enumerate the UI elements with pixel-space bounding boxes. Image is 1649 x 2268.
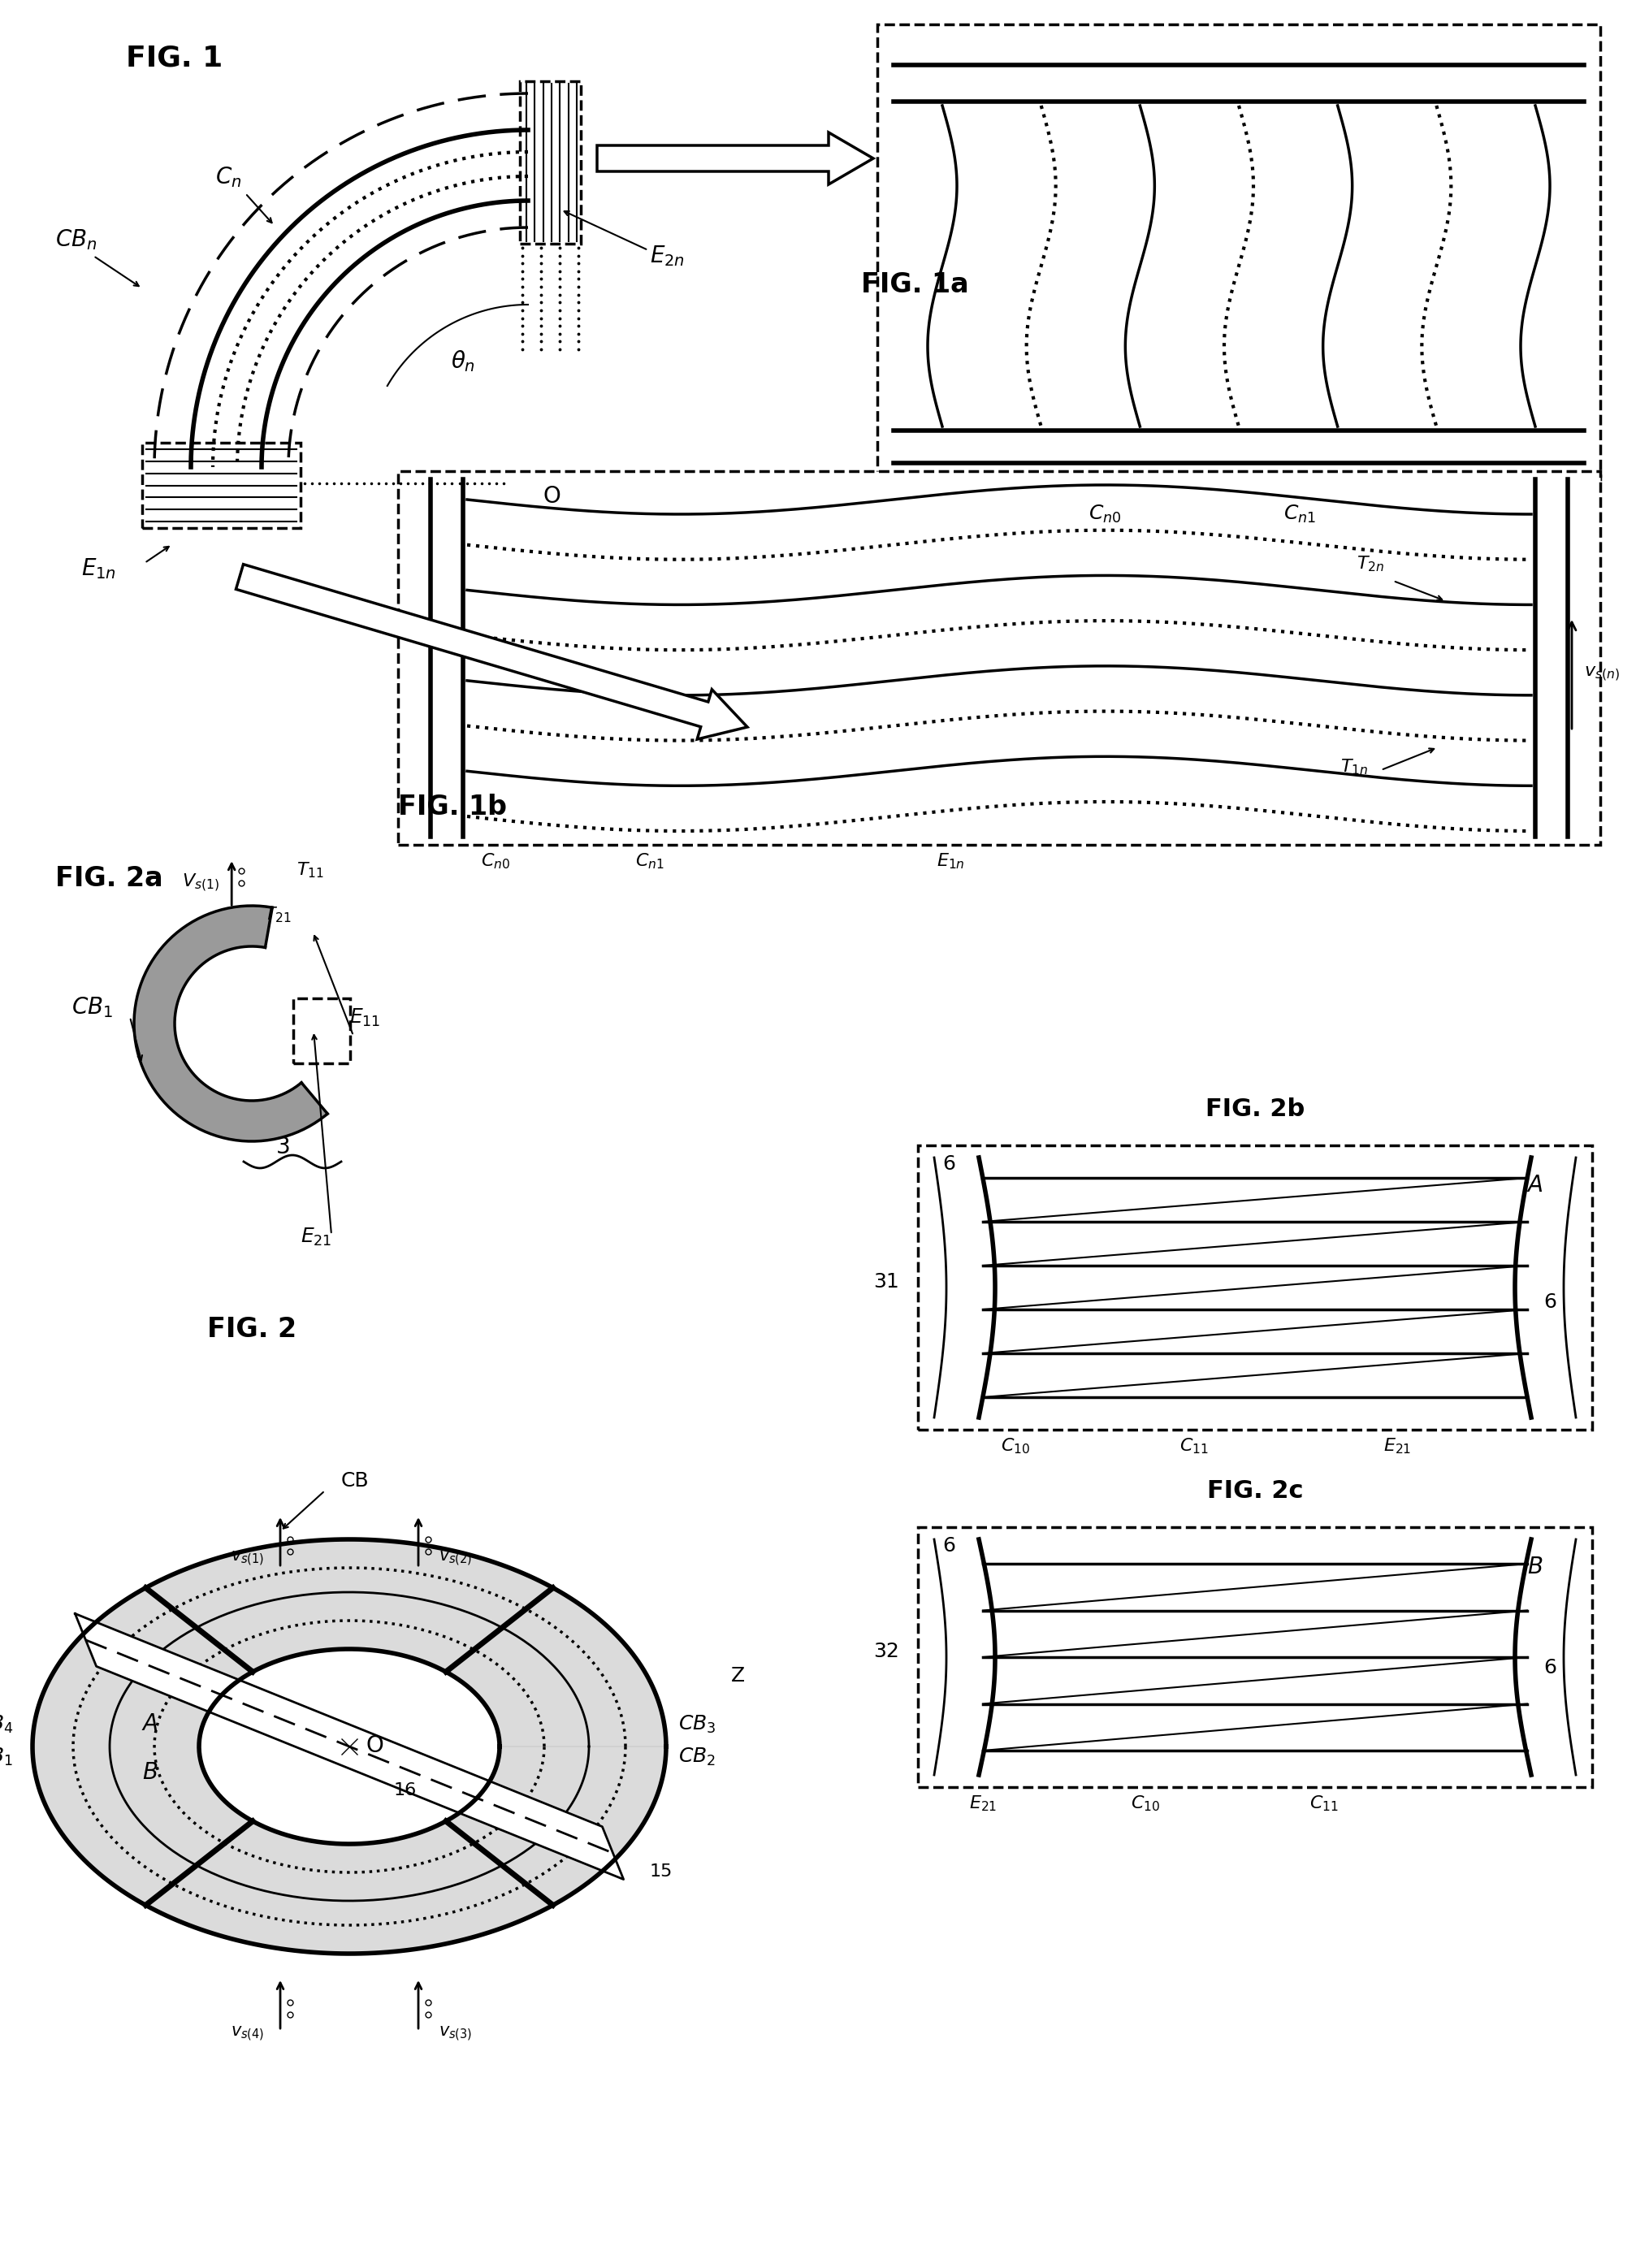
Text: $\theta_n$: $\theta_n$ — [450, 349, 475, 374]
Text: $CB_1$: $CB_1$ — [0, 1746, 13, 1767]
Text: $CB_n$: $CB_n$ — [54, 227, 97, 252]
Bar — [917, 1526, 1591, 1787]
Polygon shape — [597, 132, 872, 184]
Text: $C_n$: $C_n$ — [214, 166, 241, 188]
Polygon shape — [74, 1613, 623, 1880]
Text: $E_{21}$: $E_{21}$ — [968, 1794, 996, 1812]
Text: 6: 6 — [1542, 1658, 1555, 1678]
Polygon shape — [134, 905, 328, 1141]
Bar — [877, 25, 1600, 479]
Text: 15: 15 — [650, 1864, 673, 1880]
Text: FIG. 2a: FIG. 2a — [54, 864, 163, 891]
Text: $C_{n0}$: $C_{n0}$ — [480, 850, 510, 871]
Text: $T_{11}$: $T_{11}$ — [297, 860, 323, 880]
Text: $C_{10}$: $C_{10}$ — [1130, 1794, 1159, 1812]
Text: FIG. 2c: FIG. 2c — [1207, 1479, 1303, 1504]
Text: $v_{s(n)}$: $v_{s(n)}$ — [1583, 665, 1619, 683]
Text: 3: 3 — [275, 1136, 290, 1159]
Text: FIG. 1: FIG. 1 — [125, 45, 223, 73]
Text: $E_{1n}$: $E_{1n}$ — [81, 556, 115, 581]
Text: $E_{21}$: $E_{21}$ — [300, 1227, 331, 1247]
Text: $CB_4$: $CB_4$ — [0, 1715, 13, 1735]
Text: $C_{n1}$: $C_{n1}$ — [635, 850, 665, 871]
Text: O: O — [366, 1735, 383, 1758]
Bar — [917, 1145, 1591, 1429]
Text: A: A — [142, 1712, 158, 1735]
Text: $V_{s(1)}$: $V_{s(1)}$ — [181, 873, 219, 894]
Text: B: B — [142, 1762, 158, 1785]
Text: 31: 31 — [872, 1272, 899, 1290]
Text: $C_{10}$: $C_{10}$ — [1001, 1436, 1029, 1456]
Text: $T_{21}$: $T_{21}$ — [264, 905, 292, 925]
Text: $C_{n1}$: $C_{n1}$ — [1283, 503, 1316, 524]
Text: $T_{2n}$: $T_{2n}$ — [1355, 553, 1384, 574]
Text: 6: 6 — [942, 1535, 955, 1556]
Text: 32: 32 — [872, 1642, 899, 1660]
Text: Z: Z — [731, 1667, 745, 1685]
Polygon shape — [33, 1540, 666, 1953]
Text: $CB_1$: $CB_1$ — [71, 996, 112, 1018]
Text: FIG. 1b: FIG. 1b — [397, 794, 506, 821]
Bar — [294, 998, 350, 1064]
Text: $v_{s(3)}$: $v_{s(3)}$ — [439, 2025, 472, 2043]
Text: CB: CB — [341, 1472, 369, 1490]
Text: A: A — [1527, 1175, 1542, 1198]
Text: $CB_3$: $CB_3$ — [678, 1715, 716, 1735]
Bar — [519, 82, 580, 243]
Text: FIG. 2: FIG. 2 — [208, 1315, 297, 1343]
Text: FIG. 2b: FIG. 2b — [1205, 1098, 1304, 1120]
Text: $C_{11}$: $C_{11}$ — [1309, 1794, 1337, 1812]
Text: $v_{s(1)}$: $v_{s(1)}$ — [231, 1549, 264, 1567]
Text: O: O — [543, 485, 561, 508]
Text: B: B — [1527, 1556, 1542, 1579]
Bar — [142, 442, 300, 528]
Bar — [397, 472, 1600, 844]
Text: 6: 6 — [1542, 1293, 1555, 1311]
Text: $E_{2n}$: $E_{2n}$ — [650, 243, 684, 268]
Text: 6: 6 — [942, 1154, 955, 1175]
Text: $E_{11}$: $E_{11}$ — [350, 1007, 381, 1030]
Text: $E_{21}$: $E_{21}$ — [1382, 1436, 1410, 1456]
Text: $T_{1n}$: $T_{1n}$ — [1339, 758, 1367, 776]
Text: $C_{11}$: $C_{11}$ — [1179, 1436, 1209, 1456]
Text: $CB_2$: $CB_2$ — [678, 1746, 716, 1767]
Text: FIG. 1a: FIG. 1a — [861, 270, 968, 297]
Text: $E_{1n}$: $E_{1n}$ — [937, 850, 965, 871]
Text: $v_{s(4)}$: $v_{s(4)}$ — [231, 2025, 264, 2043]
Polygon shape — [236, 565, 747, 739]
Text: $v_{s(2)}$: $v_{s(2)}$ — [439, 1549, 472, 1567]
Text: 16: 16 — [394, 1783, 417, 1799]
Text: $C_{n0}$: $C_{n0}$ — [1088, 503, 1121, 524]
